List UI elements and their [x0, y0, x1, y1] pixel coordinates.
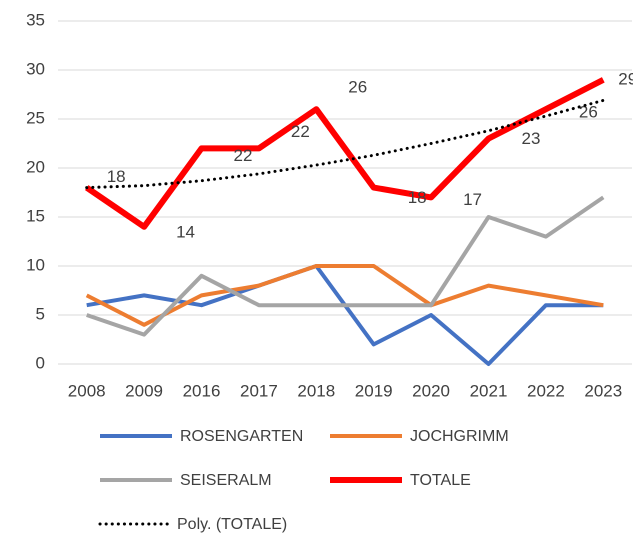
data-label: 22 [291, 122, 310, 141]
x-tick-label: 2021 [470, 381, 508, 400]
data-label: 18 [408, 188, 427, 207]
series-line [85, 264, 604, 327]
data-label: 29 [618, 69, 633, 88]
x-tick-label: 2017 [240, 381, 278, 400]
x-tick-label: 2020 [412, 381, 450, 400]
legend-label: SEISERALM [180, 472, 272, 489]
data-label: 14 [176, 222, 195, 241]
data-label: 23 [522, 129, 541, 148]
series-line [85, 77, 605, 230]
y-tick-label: 20 [26, 157, 45, 176]
x-tick-label: 2008 [68, 381, 106, 400]
series-line [86, 195, 605, 337]
y-tick-label: 25 [26, 108, 45, 127]
legend-label: JOCHGRIMM [410, 428, 509, 445]
x-tick-label: 2016 [183, 381, 221, 400]
y-tick-label: 10 [26, 255, 45, 274]
y-tick-label: 15 [26, 206, 45, 225]
data-label: 26 [348, 78, 367, 97]
x-tick-label: 2018 [297, 381, 335, 400]
y-tick-label: 0 [36, 353, 45, 372]
x-tick-label: 2009 [125, 381, 163, 400]
y-tick-label: 5 [36, 304, 45, 323]
y-tick-label: 30 [26, 59, 45, 78]
data-label: 22 [234, 146, 253, 165]
trend-line [85, 98, 605, 190]
x-tick-label: 2022 [527, 381, 565, 400]
legend-label: ROSENGARTEN [180, 428, 303, 445]
y-tick-label: 35 [26, 10, 45, 29]
data-label: 17 [463, 190, 482, 209]
legend-label: TOTALE [410, 472, 471, 489]
legend-label: Poly. (TOTALE) [177, 516, 287, 533]
data-label: 18 [107, 167, 126, 186]
data-label: 26 [579, 103, 598, 122]
x-tick-label: 2023 [584, 381, 622, 400]
x-tick-label: 2019 [355, 381, 393, 400]
